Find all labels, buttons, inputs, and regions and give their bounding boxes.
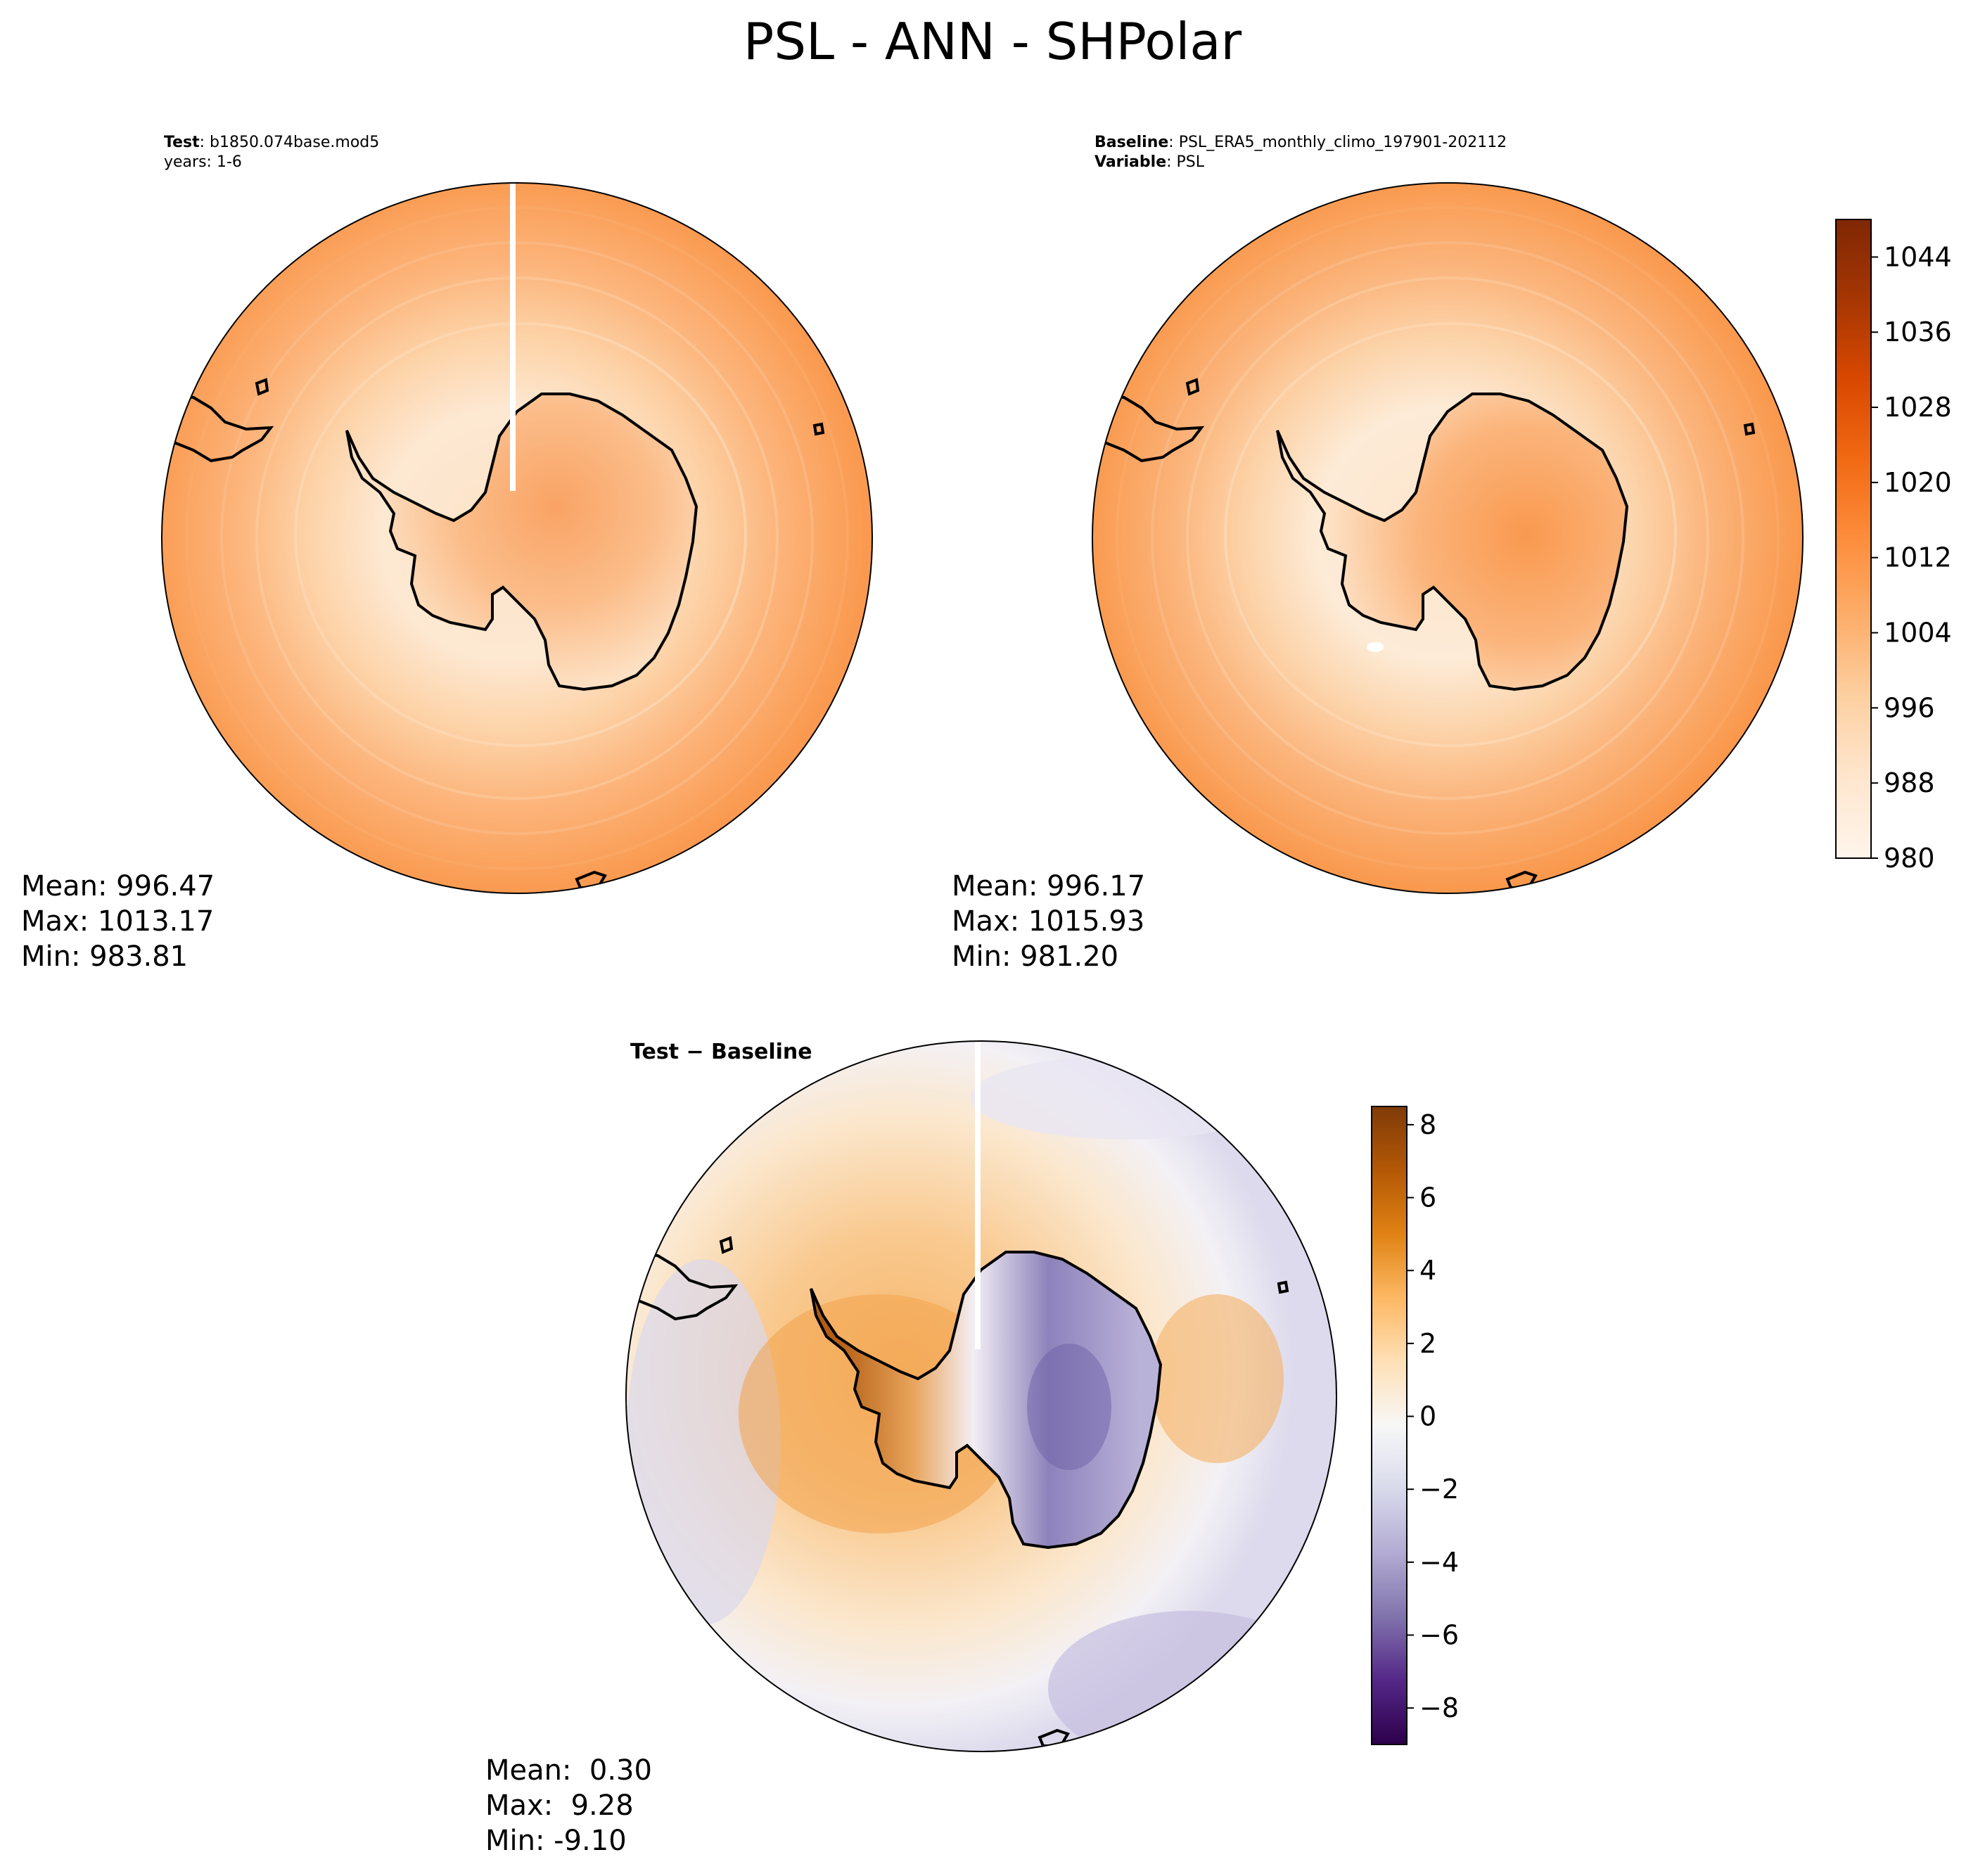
svg-text:Baseline: PSL_ERA5_monthly_cli: Baseline: PSL_ERA5_monthly_climo_197901-… [1094, 134, 1507, 151]
colorbar-top-tick-label: 1004 [1884, 618, 1952, 649]
baseline-label-key: Baseline [1094, 134, 1168, 151]
island-bottom-diff [1038, 1728, 1070, 1747]
colorbar-diff-tick-label: 0 [1419, 1401, 1436, 1432]
island-falklands [255, 378, 269, 396]
south-america-coast-baseline [1092, 393, 1205, 463]
south-america-coast-diff [626, 1251, 739, 1321]
colorbar-top-tick-label: 1036 [1884, 317, 1952, 347]
island-bottom [575, 870, 607, 889]
colorbar-diff-tick-label: 8 [1419, 1109, 1436, 1140]
colorbar-diff-tick-label: −8 [1419, 1692, 1459, 1723]
test-mean-stat: Mean: 996.47 [21, 870, 215, 902]
baseline-variable-key: Variable [1094, 153, 1166, 171]
colorbar-top-tick-label: 1028 [1884, 392, 1952, 423]
test-map [162, 183, 872, 893]
figure-title: PSL - ANN - SHPolar [743, 12, 1242, 71]
colorbar-diff-tick-label: −2 [1419, 1474, 1459, 1505]
baseline-label-value: : PSL_ERA5_monthly_climo_197901-202112 [1168, 134, 1507, 151]
colorbar-diff-tick-label: −6 [1419, 1620, 1459, 1651]
diff-map [626, 1041, 1336, 1751]
colorbar-top-tick-label: 988 [1884, 767, 1935, 798]
island-falklands-diff [719, 1236, 734, 1254]
colorbar-top-tick-label: 1044 [1884, 241, 1952, 272]
island-subantarctic [812, 422, 825, 436]
baseline-max-stat: Max: 1015.93 [952, 905, 1144, 938]
south-america-coast [162, 393, 274, 463]
diff-max-stat: Max: 9.28 [485, 1789, 634, 1822]
colorbar-diff-tick-label: −4 [1419, 1547, 1459, 1578]
colorbar-top-tick-label: 1020 [1884, 467, 1952, 498]
diff-mean-stat: Mean: 0.30 [485, 1754, 652, 1787]
colorbar-top: 1044 1036 1028 1020 1012 1004 996 988 980 [1835, 219, 1952, 874]
colorbar-diff-tick-label: 4 [1419, 1255, 1436, 1286]
colorbar-diff-bar [1371, 1106, 1408, 1745]
test-panel: Test: b1850.074base.mod5 years: 1-6 Mean… [21, 134, 873, 973]
test-max-stat: Max: 1013.17 [21, 905, 214, 938]
test-label-key: Test [164, 134, 200, 151]
test-min-stat: Min: 983.81 [21, 940, 188, 973]
diff-min-stat: Min: -9.10 [485, 1825, 627, 1857]
diff-panel: Test − Baseline Mean: 0.30 Max: 9.28 Min… [485, 1040, 1337, 1857]
baseline-mean-stat: Mean: 996.17 [952, 870, 1145, 902]
island-bottom-baseline [1505, 870, 1538, 889]
colorbar-top-tick-label: 1012 [1884, 542, 1952, 573]
baseline-map [1092, 183, 1803, 893]
baseline-min-stat: Min: 981.20 [952, 940, 1118, 973]
island-falklands-baseline [1185, 378, 1200, 396]
antarctica-coastline [345, 393, 698, 691]
colorbar-diff-tick-label: 2 [1419, 1328, 1436, 1359]
antarctica-coastline-baseline [1276, 393, 1629, 691]
test-label-value: : b1850.074base.mod5 [200, 134, 380, 151]
svg-text:Variable: PSL: Variable: PSL [1094, 153, 1205, 171]
svg-text:Test: b1850.074base.mod5: Test: b1850.074base.mod5 [164, 134, 379, 151]
baseline-variable-value: : PSL [1166, 153, 1205, 171]
test-years-label: years: 1-6 [164, 153, 242, 171]
colorbar-top-tick-label: 980 [1884, 843, 1935, 874]
island-subantarctic-baseline [1743, 422, 1756, 436]
colorbar-top-bar [1835, 219, 1872, 859]
colorbar-top-tick-label: 996 [1884, 692, 1935, 723]
colorbar-diff: 8 6 4 2 0 −2 −4 −6 −8 [1371, 1106, 1459, 1745]
island-subantarctic-diff [1277, 1280, 1289, 1294]
baseline-panel: Baseline: PSL_ERA5_monthly_climo_197901-… [952, 134, 1804, 973]
diff-title: Test − Baseline [630, 1040, 812, 1064]
antarctica-coastline-diff [810, 1251, 1163, 1550]
colorbar-diff-tick-label: 6 [1419, 1182, 1436, 1213]
